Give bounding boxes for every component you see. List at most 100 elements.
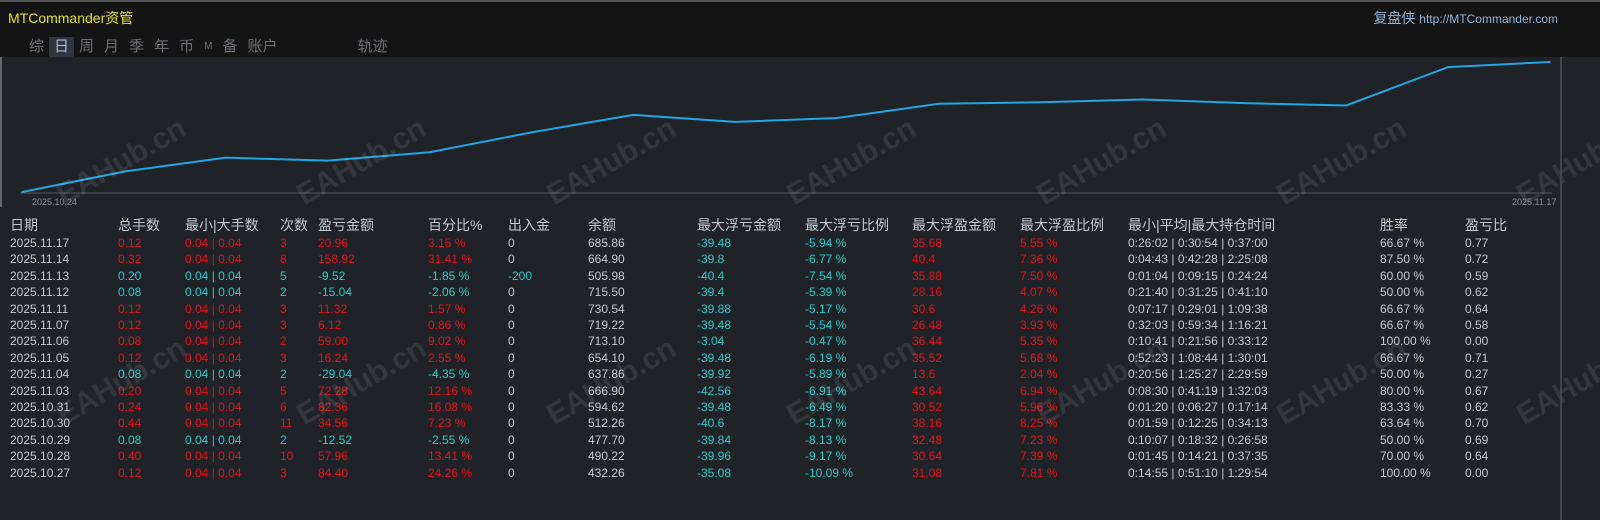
- cell: 20.96: [318, 236, 349, 250]
- cell: 13.41 %: [428, 449, 473, 464]
- cell: 50.00 %: [1380, 432, 1425, 447]
- column-header[interactable]: 出入金: [508, 217, 550, 233]
- column-header[interactable]: 盈亏比: [1465, 217, 1507, 233]
- cell: 0.71: [1465, 350, 1489, 365]
- table-row[interactable]: 2025.10.28 0.40 0.04 | 0.04 10 57.96 13.41 % 0…: [0, 449, 1560, 466]
- column-header[interactable]: 次数: [280, 217, 308, 233]
- cell: 7.81 %: [1020, 465, 1058, 480]
- cell: 0.00: [1465, 334, 1489, 349]
- table-row[interactable]: 2025.11.03 0.20 0.04 | 0.04 5 72.28 12.16 % 0 6…: [0, 384, 1560, 401]
- tab-9[interactable]: 账户: [247, 38, 278, 55]
- cell: 0.04 | 0.04: [185, 400, 242, 414]
- cell: 2025.10.29: [10, 432, 71, 447]
- column-header[interactable]: 百分比%: [428, 217, 483, 233]
- cell: 100.00 %: [1380, 465, 1431, 480]
- title-bar: MTCommander资管 复盘侠 http://MTCommander.com…: [0, 0, 1600, 57]
- cell: 2025.11.05: [10, 350, 70, 365]
- tab-1[interactable]: 日: [49, 37, 75, 57]
- column-header[interactable]: 最大浮盈金额: [912, 217, 996, 233]
- table-row[interactable]: 2025.11.05 0.12 0.04 | 0.04 3 16.24 2.55 % 0 65…: [0, 351, 1560, 368]
- data-point-2025.11.03: [632, 114, 634, 116]
- cell: -39.92: [697, 367, 732, 382]
- cell: 637.86: [588, 367, 625, 382]
- cell: 0: [508, 449, 515, 464]
- tab-5[interactable]: 年: [154, 38, 170, 55]
- column-header[interactable]: 胜率: [1380, 217, 1408, 233]
- tab-3[interactable]: 月: [104, 38, 120, 55]
- table-row[interactable]: 2025.11.14 0.32 0.04 | 0.04 8 158.92 31.41 % 0…: [0, 252, 1560, 269]
- tab-0[interactable]: 综: [29, 38, 45, 55]
- column-header[interactable]: 总手数: [118, 217, 160, 233]
- column-header[interactable]: 余额: [588, 217, 616, 233]
- cell: -6.91 %: [805, 383, 847, 398]
- cell: 0.04 | 0.04: [185, 432, 242, 447]
- cell: 2025.11.14: [10, 252, 70, 267]
- tab-10[interactable]: 轨迹: [357, 38, 388, 55]
- table-row[interactable]: 2025.11.13 0.20 0.04 | 0.04 5 -9.52 -1.85 % -2…: [0, 269, 1560, 286]
- cell: 0:07:17 | 0:29:01 | 1:09:38: [1128, 301, 1268, 316]
- cell: 0: [508, 416, 515, 431]
- cell: 7.39 %: [1020, 449, 1058, 464]
- brand-url[interactable]: http://MTCommander.com: [1419, 12, 1558, 26]
- cell: 2.55 %: [428, 350, 466, 365]
- cell: 50.00 %: [1380, 367, 1425, 382]
- table-row[interactable]: 2025.10.30 0.44 0.04 | 0.04 11 34.56 7.23 % 0 5…: [0, 416, 1560, 433]
- cell: 0:04:43 | 0:42:28 | 2:25:08: [1128, 252, 1268, 267]
- column-header[interactable]: 日期: [10, 217, 38, 233]
- cell: 13.6: [912, 367, 936, 382]
- cell: 66.67 %: [1380, 350, 1425, 365]
- table-row[interactable]: 2025.11.04 0.08 0.04 | 0.04 2 -29.04 -4.35 % 0…: [0, 367, 1560, 384]
- column-header[interactable]: 盈亏金额: [318, 217, 374, 233]
- column-header[interactable]: 最小|平均|最大持仓时间: [1128, 217, 1276, 233]
- cell: 0.27: [1465, 367, 1489, 382]
- column-header[interactable]: 最大浮亏金额: [697, 217, 781, 233]
- brand[interactable]: 复盘侠 http://MTCommander.com: [1373, 8, 1558, 28]
- tab-6[interactable]: 币: [179, 38, 195, 55]
- cell: 6.94 %: [1020, 383, 1058, 398]
- cell: 2025.11.04: [10, 367, 70, 382]
- cell: 100.00 %: [1380, 334, 1431, 349]
- cell: 3: [280, 318, 287, 332]
- cell: 9.02 %: [428, 334, 466, 349]
- table-row[interactable]: 2025.10.27 0.12 0.04 | 0.04 3 84.40 24.26 % 0 4…: [0, 466, 1560, 483]
- cell: 16.08 %: [428, 400, 473, 414]
- column-header[interactable]: 最小|大手数: [185, 217, 259, 233]
- tab-7[interactable]: M: [204, 41, 213, 52]
- cell: 2: [280, 367, 287, 382]
- table-row[interactable]: 2025.11.12 0.08 0.04 | 0.04 2 -15.04 -2.06 % 0…: [0, 285, 1560, 302]
- table-row[interactable]: 2025.11.17 0.12 0.04 | 0.04 3 20.96 3.15 % 0 68…: [0, 236, 1560, 253]
- cell: 0.24: [118, 400, 142, 414]
- data-point-2025.11.14: [1447, 66, 1449, 68]
- column-header[interactable]: 最大浮盈比例: [1020, 217, 1104, 233]
- cell: 3.15 %: [428, 236, 466, 250]
- tab-4[interactable]: 季: [129, 38, 145, 55]
- column-header[interactable]: 最大浮亏比例: [805, 217, 889, 233]
- data-point-2025.11.17: [1549, 61, 1551, 63]
- cell: 82.36: [318, 400, 349, 414]
- cell: 2025.10.31: [10, 400, 71, 414]
- table-row[interactable]: 2025.10.31 0.24 0.04 | 0.04 6 82.36 16.08 % 0 5…: [0, 400, 1560, 417]
- cell: -6.77 %: [805, 252, 847, 267]
- table-row[interactable]: 2025.11.06 0.08 0.04 | 0.04 2 59.00 9.02 % 0 71…: [0, 334, 1560, 351]
- table-row[interactable]: 2025.11.11 0.12 0.04 | 0.04 3 11.32 1.57 % 0 73…: [0, 302, 1560, 319]
- cell: 0.20: [118, 383, 142, 398]
- table-row[interactable]: 2025.11.07 0.12 0.04 | 0.04 3 6.12 0.86 % 0 719…: [0, 318, 1560, 335]
- tab-8[interactable]: 备: [222, 38, 238, 55]
- cell: 0.08: [118, 334, 142, 349]
- cell: 0:01:04 | 0:09:15 | 0:24:24: [1128, 268, 1268, 283]
- cell: 50.00 %: [1380, 285, 1425, 300]
- cell: 594.62: [588, 400, 625, 414]
- cell: -5.89 %: [805, 367, 847, 382]
- scrollbar[interactable]: [1560, 57, 1562, 520]
- cell: 2: [280, 334, 287, 349]
- table-row[interactable]: 2025.10.29 0.08 0.04 | 0.04 2 -12.52 -2.55 % 0…: [0, 433, 1560, 450]
- data-point-2025.10.31: [530, 131, 533, 134]
- cell: 2025.11.03: [10, 383, 70, 398]
- cell: 0:52:23 | 1:08:44 | 1:30:01: [1128, 350, 1268, 365]
- cell: -39.48: [697, 350, 732, 365]
- cell: 0: [508, 350, 515, 365]
- tab-2[interactable]: 周: [79, 38, 95, 55]
- cell: 0.62: [1465, 285, 1489, 300]
- cell: -2.06 %: [428, 285, 470, 300]
- data-point-2025.11.07: [1039, 101, 1042, 104]
